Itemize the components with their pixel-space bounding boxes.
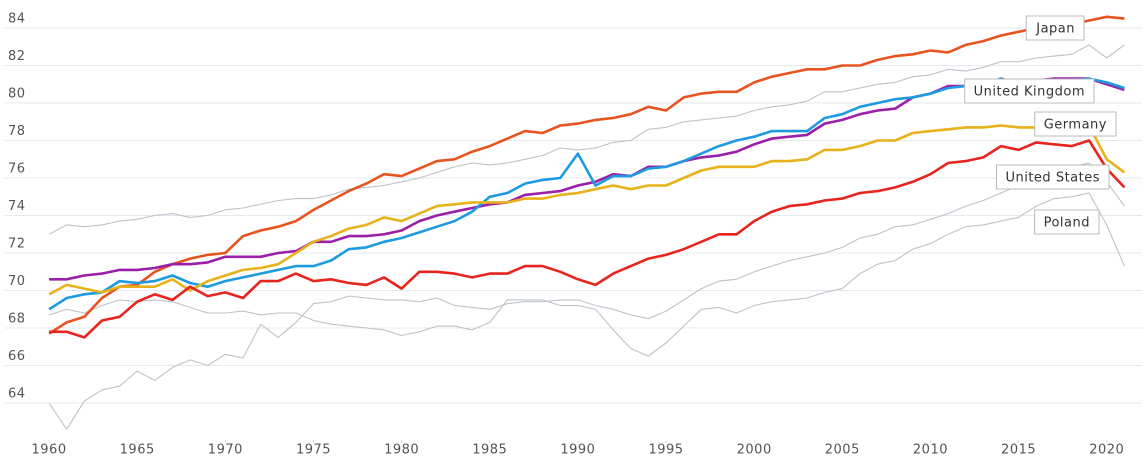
y-tick-label: 70 xyxy=(8,274,26,289)
y-tick-label: 76 xyxy=(8,162,26,177)
x-tick-label: 1965 xyxy=(120,443,155,458)
x-tick-label: 2020 xyxy=(1089,443,1124,458)
y-tick-label: 80 xyxy=(8,87,26,102)
background-line xyxy=(48,162,1125,430)
series-line xyxy=(48,77,1125,311)
y-tick-label: 74 xyxy=(8,199,26,214)
y-tick-label: 64 xyxy=(8,387,26,402)
series-line xyxy=(49,139,1126,339)
x-tick-label: 1995 xyxy=(648,443,683,458)
x-tick-label: 2015 xyxy=(1001,443,1036,458)
series-label: United Kingdom xyxy=(964,78,1095,104)
x-tick-label: 1975 xyxy=(296,443,331,458)
series-label: Germany xyxy=(1034,111,1117,137)
label-box xyxy=(1034,111,1117,137)
legend-label: Poland xyxy=(1044,216,1090,231)
y-tick-label: 82 xyxy=(8,49,26,64)
y-tick-label: 66 xyxy=(8,349,26,364)
series-label: United States xyxy=(995,164,1110,190)
y-tick-label: 84 xyxy=(8,12,26,27)
series-line xyxy=(48,15,1125,335)
x-tick-label: 1985 xyxy=(472,443,507,458)
label-box xyxy=(1034,209,1100,235)
label-box xyxy=(1025,15,1085,41)
legend-label: Germany xyxy=(1044,118,1107,133)
x-tick-label: 2010 xyxy=(913,443,948,458)
y-tick-label: 68 xyxy=(8,312,26,327)
series-label: Japan xyxy=(1025,15,1085,41)
x-tick-label: 1970 xyxy=(208,443,243,458)
series-label: Poland xyxy=(1034,209,1100,235)
label-box xyxy=(964,78,1095,104)
legend-label: United Kingdom xyxy=(974,85,1085,100)
x-tick-label: 2005 xyxy=(825,443,860,458)
background-line xyxy=(48,192,1125,357)
series-line xyxy=(48,124,1126,296)
series-line xyxy=(49,77,1125,281)
label-box xyxy=(995,164,1110,190)
y-tick-label: 78 xyxy=(8,124,26,139)
legend-label: United States xyxy=(1005,171,1100,186)
x-tick-label: 1980 xyxy=(384,443,419,458)
x-tick-label: 1990 xyxy=(560,443,595,458)
y-tick-label: 72 xyxy=(8,237,26,252)
x-tick-label: 1960 xyxy=(32,443,67,458)
legend-label: Japan xyxy=(1035,22,1075,37)
x-tick-label: 2000 xyxy=(737,443,772,458)
background-line xyxy=(48,44,1125,235)
